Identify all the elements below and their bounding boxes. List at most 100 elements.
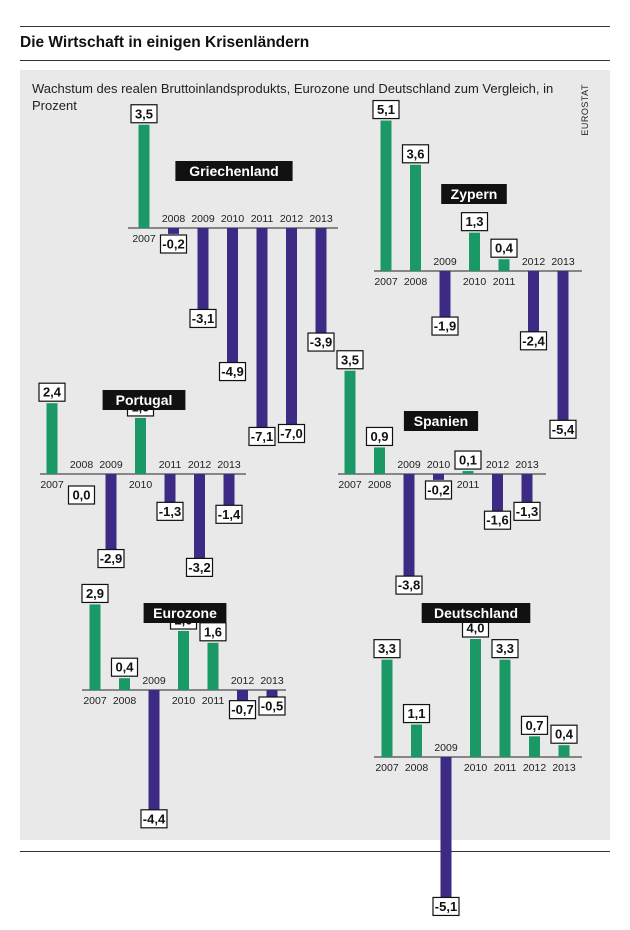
bar: [164, 474, 176, 513]
bar: [315, 228, 327, 344]
value-label-box: [549, 419, 577, 439]
value-label-box: [519, 331, 548, 351]
bar: [433, 474, 444, 480]
value-label: 0,0: [72, 488, 90, 503]
bar: [492, 474, 503, 522]
bar: [286, 228, 297, 435]
year-label: 2008: [113, 695, 137, 707]
chart-panel: [20, 70, 610, 840]
value-label: -7,1: [251, 429, 273, 444]
year-label: 2013: [309, 213, 333, 225]
year-label: 2013: [217, 459, 241, 471]
year-label: 2013: [260, 675, 284, 687]
bar: [439, 271, 451, 328]
bar: [135, 417, 146, 474]
year-label: 2009: [142, 675, 166, 687]
chart-title-badge: [403, 411, 479, 431]
value-label: 0,1: [459, 453, 477, 468]
chart-title: Spanien: [414, 413, 468, 429]
value-label: -5,1: [435, 899, 457, 914]
year-label: 2011: [494, 762, 517, 774]
bar: [194, 474, 205, 569]
value-label-box: [520, 715, 549, 735]
chart-subtitle: Wachstum des realen Bruttoinlandsprodukt…: [32, 81, 554, 113]
value-label-box: [67, 485, 96, 505]
bar: [197, 228, 209, 320]
bar: [410, 164, 421, 271]
year-label: 2010: [427, 459, 451, 471]
bar: [119, 678, 130, 690]
value-label-box: [432, 896, 460, 917]
year-label: 2010: [129, 479, 153, 491]
bar: [223, 474, 235, 516]
chart-title: Eurozone: [153, 605, 217, 621]
chart-spanien: 3,5 2007 0,9 2008 -3,8 2009 -0,2 2010 0,1 2011 -1,…: [336, 350, 546, 595]
value-label-box: [185, 557, 214, 578]
chart-title: Portugal: [116, 392, 173, 408]
bar: [470, 639, 481, 757]
year-label: 2011: [493, 276, 516, 288]
year-label: 2012: [486, 459, 510, 471]
value-label-box: [156, 501, 184, 521]
value-label: 5,1: [377, 102, 395, 117]
bar: [138, 124, 150, 228]
value-label: -0,5: [261, 699, 283, 714]
bar: [403, 474, 415, 587]
value-label: -0,2: [162, 237, 184, 252]
bar: [89, 604, 101, 690]
bar: [521, 474, 533, 513]
value-label: -4,4: [143, 811, 166, 826]
year-label: 2010: [464, 762, 488, 774]
year-label: 2010: [463, 276, 487, 288]
value-label-box: [401, 144, 430, 164]
chart-title-badge: [102, 390, 186, 410]
value-label-box: [460, 212, 489, 232]
value-label-box: [372, 99, 400, 120]
year-label: 2009: [397, 459, 421, 471]
value-label: 0,9: [370, 429, 388, 444]
value-label-box: [97, 548, 125, 569]
year-label: 2007: [375, 762, 399, 774]
page-title: Die Wirtschaft in einigen Krisenländern: [20, 34, 310, 51]
value-label-box: [365, 426, 394, 447]
value-label-box: [130, 104, 158, 124]
year-label: 2007: [338, 479, 362, 491]
bar: [380, 120, 392, 271]
chart-title: Zypern: [451, 186, 498, 202]
year-label: 2007: [83, 695, 107, 707]
bar: [557, 271, 569, 431]
value-label-box: [431, 316, 459, 336]
bar: [374, 447, 385, 474]
value-label: -3,8: [398, 578, 420, 593]
value-label: 3,5: [341, 352, 359, 367]
year-label: 2008: [405, 762, 429, 774]
year-label: 2011: [457, 479, 480, 491]
value-label: 4,0: [466, 621, 484, 636]
year-label: 2012: [280, 213, 304, 225]
value-label: -2,4: [522, 333, 545, 348]
value-label: 0,7: [525, 718, 543, 733]
chart-title-badge: [421, 603, 531, 623]
chart-deutschland: 3,3 2007 1,1 2008 -5,1 2009 4,0 2010 3,3 2011 0,7 2…: [373, 603, 582, 917]
bar: [499, 659, 511, 757]
bar: [256, 228, 268, 438]
year-label: 2008: [404, 276, 428, 288]
value-label-box: [491, 639, 519, 659]
year-label: 2011: [251, 213, 274, 225]
value-label: 0,4: [495, 241, 514, 256]
value-label: -1,6: [486, 513, 508, 528]
value-label-box: [483, 510, 512, 530]
value-label: -3,9: [310, 335, 332, 350]
top-rule: [20, 26, 610, 27]
bar: [558, 745, 570, 757]
year-label: 2012: [231, 675, 255, 687]
year-label: 2007: [132, 233, 156, 245]
year-label: 2013: [551, 256, 575, 268]
year-label: 2008: [368, 479, 392, 491]
value-label: -1,9: [434, 319, 456, 334]
value-label: 1,1: [407, 706, 425, 721]
value-label-box: [424, 480, 453, 500]
bar: [168, 228, 179, 234]
year-label: 2010: [172, 695, 196, 707]
value-label-box: [550, 724, 578, 744]
